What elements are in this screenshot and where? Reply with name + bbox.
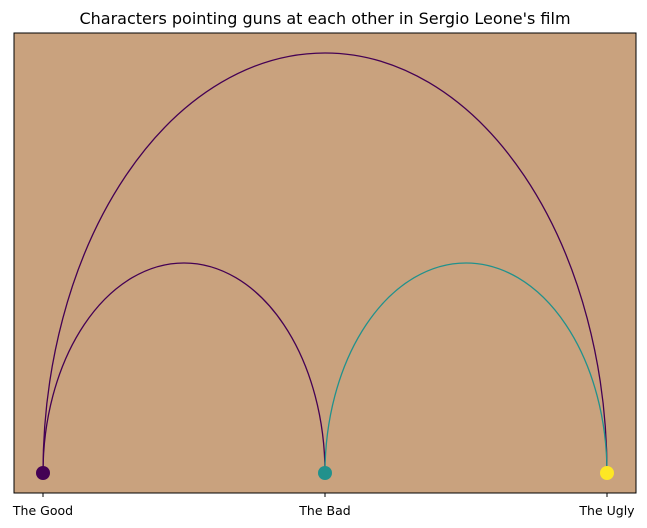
plot-area: [13, 32, 637, 494]
chart-title: Characters pointing guns at each other i…: [79, 9, 570, 28]
x-tick-label-the-bad: The Bad: [298, 503, 350, 518]
arc-the-bad-to-the-ugly: [324, 262, 608, 474]
node-the-ugly: [600, 466, 614, 480]
x-axis-ticks: The Good The Bad The Ugly: [12, 493, 635, 518]
node-the-good: [36, 466, 50, 480]
x-tick-label-the-good: The Good: [12, 503, 73, 518]
arcs-layer: [42, 52, 608, 474]
nodes-layer: [36, 466, 614, 480]
arc-the-good-to-the-bad: [42, 262, 326, 474]
node-the-bad: [318, 466, 332, 480]
arc-the-good-to-the-ugly: [42, 52, 608, 474]
x-tick-label-the-ugly: The Ugly: [578, 503, 635, 518]
